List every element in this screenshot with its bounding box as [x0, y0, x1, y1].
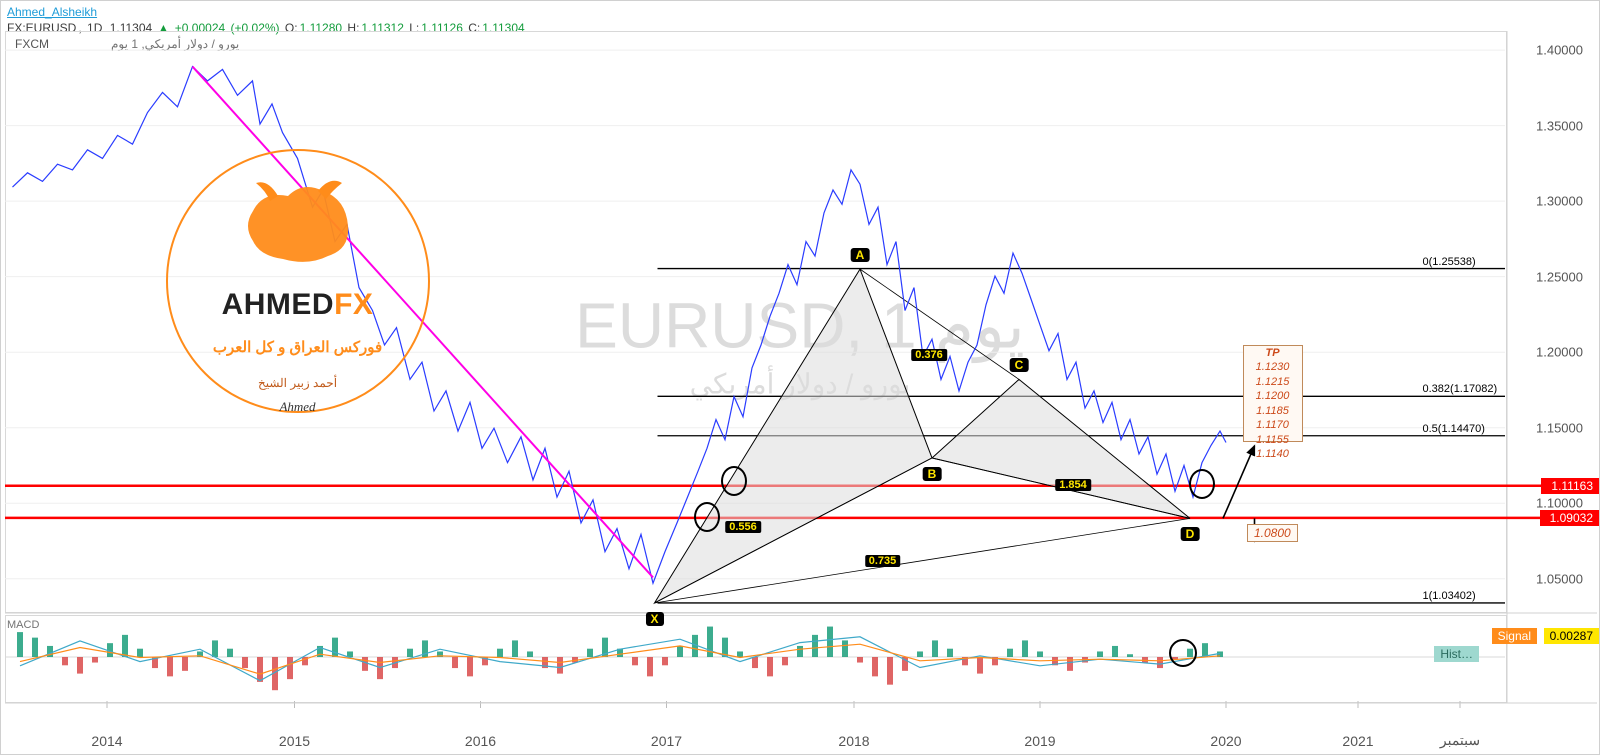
fib-label: 0.382(1.17082): [1423, 383, 1498, 395]
price-flag: 1.09032: [1540, 510, 1599, 526]
fib-label: 0.5(1.14470): [1423, 423, 1485, 435]
logo-signature-ar: ‎أحمد زبير الشيخ‎: [258, 376, 337, 390]
x-tick-label: 2014: [91, 733, 122, 749]
y-tick-label: 1.20000: [1536, 345, 1583, 360]
x-tick-label: سبتمبر: [1440, 732, 1480, 749]
x-tick-label: 2018: [838, 733, 869, 749]
tp-box: TP1.12301.12151.12001.11851.11701.11551.…: [1243, 345, 1303, 442]
overlay-layer: 1.40000 1.35000 1.30000 1.25000 1.20000 1.150…: [1, 1, 1599, 754]
fib-label: 0(1.25538): [1423, 256, 1476, 268]
harmonic-ratio: 0.735: [865, 555, 901, 567]
x-tick-label: 2019: [1024, 733, 1055, 749]
harmonic-ratio: 0.556: [725, 521, 761, 533]
brand-logo: AHMEDFX ‎فوركس العراق و كل العرب‎ ‎أحمد زب…: [148, 137, 448, 437]
x-tick-label: 2020: [1210, 733, 1241, 749]
highlight-ellipse: [721, 466, 747, 496]
macd-signal-flag: Signal: [1492, 628, 1537, 644]
tp-level: 1.1155: [1244, 433, 1302, 448]
tp-level: 1.1140: [1244, 447, 1302, 462]
tp-title: TP: [1244, 346, 1302, 361]
logo-title: AHMEDFX: [222, 288, 374, 322]
logo-subtitle-ar: ‎فوركس العراق و كل العرب‎: [213, 338, 382, 356]
tp-level: 1.1215: [1244, 375, 1302, 390]
bull-bear-icon: [238, 171, 358, 271]
macd-hist-flag: Hist…: [1434, 646, 1479, 662]
y-tick-label: 1.05000: [1536, 571, 1583, 586]
macd-title: MACD: [7, 619, 39, 631]
y-tick-label: 1.35000: [1536, 118, 1583, 133]
harmonic-ratio: 1.854: [1055, 479, 1091, 491]
x-tick-label: 2021: [1342, 733, 1373, 749]
y-tick-label: 1.30000: [1536, 194, 1583, 209]
x-tick-label: 2017: [651, 733, 682, 749]
x-tick-label: 2015: [279, 733, 310, 749]
y-tick-label: 1.25000: [1536, 269, 1583, 284]
y-tick-label: 1.10000: [1536, 496, 1583, 511]
sl-label: 1.0800: [1247, 524, 1298, 542]
macd-signal-value: 0.00287: [1544, 628, 1599, 644]
tp-level: 1.1200: [1244, 389, 1302, 404]
harmonic-point-D: D: [1181, 527, 1200, 541]
logo-circle: [166, 149, 430, 413]
y-tick-label: 1.40000: [1536, 43, 1583, 58]
tp-level: 1.1170: [1244, 418, 1302, 433]
fib-label: 1(1.03402): [1423, 590, 1476, 602]
harmonic-point-B: B: [923, 467, 942, 481]
harmonic-point-X: X: [645, 612, 663, 626]
x-tick-label: 2016: [465, 733, 496, 749]
chart-root: Ahmed_Alsheikh FX:EURUSD, 1D 1.11304 ▲ +…: [0, 0, 1600, 755]
tp-level: 1.1185: [1244, 404, 1302, 419]
y-tick-label: 1.15000: [1536, 420, 1583, 435]
highlight-ellipse: [694, 502, 720, 532]
logo-signature-en: Ahmed: [279, 399, 315, 415]
highlight-ellipse: [1189, 469, 1215, 499]
tp-level: 1.1230: [1244, 360, 1302, 375]
harmonic-ratio: 0.376: [911, 349, 947, 361]
harmonic-point-A: A: [851, 248, 870, 262]
price-flag: 1.11163: [1541, 478, 1599, 494]
macd-highlight-ellipse: [1169, 639, 1197, 667]
harmonic-point-C: C: [1010, 358, 1029, 372]
